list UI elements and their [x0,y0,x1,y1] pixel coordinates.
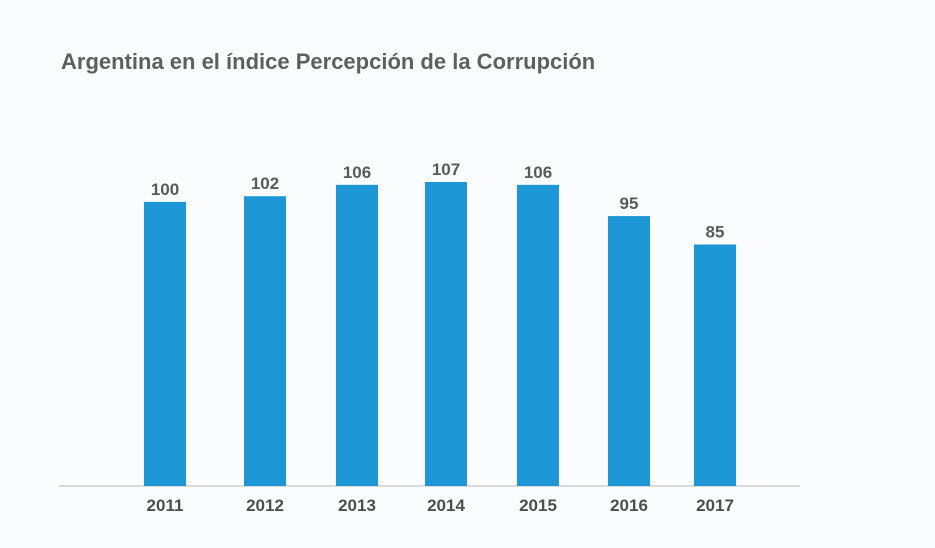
x-tick-label-2014: 2014 [427,496,465,515]
x-tick-label-2015: 2015 [519,496,557,515]
value-label-2015: 106 [524,163,552,182]
value-labels-group: 100 102 106 107 106 95 85 [151,160,725,242]
x-tick-label-2013: 2013 [338,496,376,515]
bar-2017 [694,244,736,486]
value-label-2017: 85 [706,223,725,242]
bar-2014 [425,182,467,486]
bar-2011 [144,201,186,486]
x-tick-label-2016: 2016 [610,496,648,515]
x-tick-labels-group: 2011 2012 2013 2014 2015 2016 2017 [147,496,734,515]
value-label-2012: 102 [251,174,279,193]
x-tick-label-2017: 2017 [696,496,734,515]
x-tick-label-2011: 2011 [147,496,184,515]
bar-2016 [608,216,650,487]
value-label-2011: 100 [151,180,179,199]
bar-2012 [244,196,286,486]
value-label-2016: 95 [620,194,639,213]
bar-2013 [336,184,378,486]
bars-group [144,182,736,487]
value-label-2014: 107 [432,160,460,179]
value-label-2013: 106 [343,163,371,182]
x-tick-label-2012: 2012 [246,496,284,515]
chart-title: Argentina en el índice Percepción de la … [61,49,596,74]
bar-2015 [517,184,559,486]
